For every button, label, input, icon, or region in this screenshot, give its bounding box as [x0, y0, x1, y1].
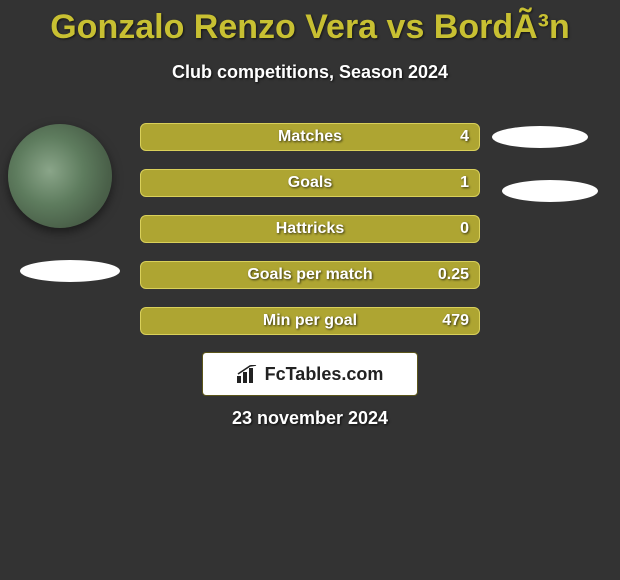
stat-label: Goals per match	[141, 262, 479, 288]
stat-label: Hattricks	[141, 216, 479, 242]
stat-label: Goals	[141, 170, 479, 196]
fctables-badge[interactable]: FcTables.com	[202, 352, 418, 396]
player-right-pill-1	[492, 126, 588, 148]
page-subtitle: Club competitions, Season 2024	[0, 62, 620, 83]
stat-row: Hattricks 0	[140, 215, 480, 243]
player-left-name-pill	[20, 260, 120, 282]
stat-row: Goals per match 0.25	[140, 261, 480, 289]
stat-value: 0	[460, 216, 469, 242]
page-title: Gonzalo Renzo Vera vs BordÃ³n	[0, 8, 620, 47]
stat-value: 479	[442, 308, 469, 334]
stat-value: 0.25	[438, 262, 469, 288]
player-left-avatar	[8, 124, 112, 228]
stat-value: 1	[460, 170, 469, 196]
stat-label: Min per goal	[141, 308, 479, 334]
stat-label: Matches	[141, 124, 479, 150]
stat-row: Goals 1	[140, 169, 480, 197]
fctables-badge-text: FcTables.com	[265, 364, 384, 385]
page-date: 23 november 2024	[0, 408, 620, 429]
bar-chart-icon	[237, 365, 259, 383]
stat-row: Matches 4	[140, 123, 480, 151]
stat-value: 4	[460, 124, 469, 150]
stat-row: Min per goal 479	[140, 307, 480, 335]
stat-bars: Matches 4 Goals 1 Hattricks 0 Goals per …	[140, 123, 480, 353]
player-right-pill-2	[502, 180, 598, 202]
